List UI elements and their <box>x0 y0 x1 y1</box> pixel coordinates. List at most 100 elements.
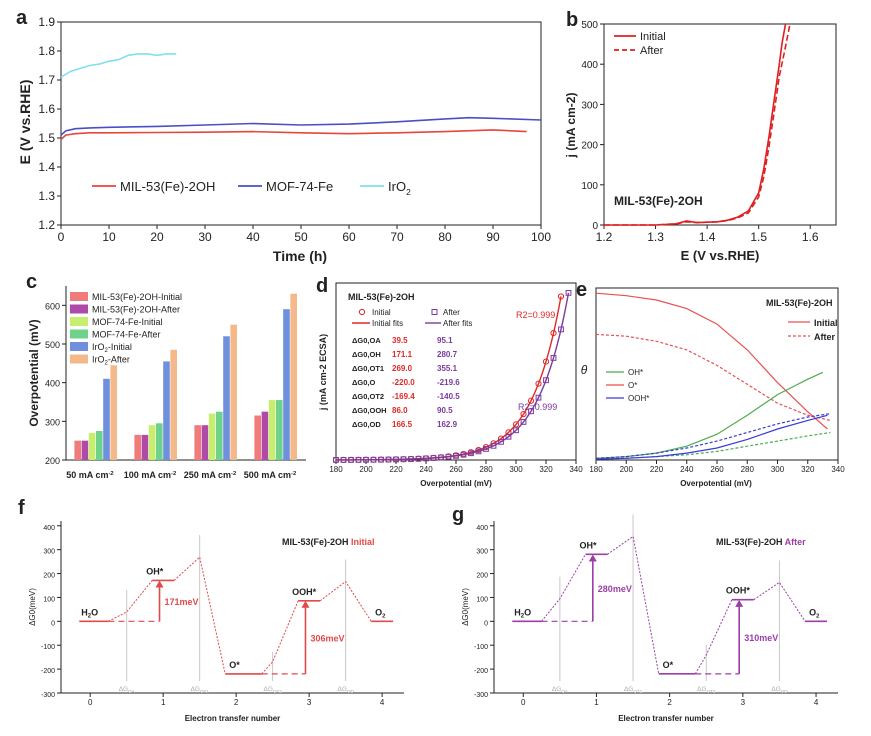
energy-path <box>173 556 226 675</box>
legend-swatch <box>70 329 88 339</box>
series-line-OOH* after <box>595 413 831 459</box>
data-point-After <box>468 450 474 457</box>
arrow-label: 171meV <box>165 597 199 607</box>
y-tick-label: 200 <box>45 456 60 466</box>
y-tick-label: 1.7 <box>38 73 55 87</box>
panel-c: 200 300 400 500 600 50 mA cm-2 100 mA cm-2 250 … <box>26 271 306 480</box>
bar-MIL-53(Fe)-2OH-After <box>261 411 269 460</box>
legend-swatch <box>70 292 88 301</box>
y-tick-label: -300 <box>474 692 488 699</box>
plot-frame <box>603 23 837 226</box>
y-tick-label: 300 <box>45 417 60 427</box>
y-tick-label: -200 <box>41 668 55 675</box>
data-point-After <box>378 456 384 463</box>
energy-path <box>108 580 153 622</box>
y-tick-label: 0 <box>592 221 598 232</box>
y-tick-label: 400 <box>476 525 488 532</box>
arrow-head <box>155 580 164 588</box>
data-point-Initial <box>542 358 550 365</box>
x-tick-label: 20 <box>150 230 164 244</box>
bar-IrO2-After <box>230 324 237 460</box>
x-tick-label: 0 <box>58 230 65 244</box>
table-row-label: ΔG0,O <box>352 378 375 387</box>
panel-label-f: f <box>18 497 25 519</box>
y-axis-label: ΔG0(meV) <box>461 588 470 626</box>
level-label: H2O <box>514 607 531 619</box>
x-tick-label: 500 mA cm-2 <box>244 470 297 480</box>
x-tick-label: 250 mA cm-2 <box>184 470 237 480</box>
data-point-Initial <box>520 410 527 418</box>
bar-IrO2-Initial <box>103 378 110 460</box>
energy-path <box>694 599 733 675</box>
bar-MIL-53(Fe)-2OH-After <box>81 440 89 460</box>
ts-label: ΔGOA <box>552 686 568 694</box>
table-row-label: ΔG0,OOH <box>352 406 387 415</box>
legend-label: O* <box>628 381 637 390</box>
data-point-After <box>393 456 399 463</box>
data-point-Initial <box>512 421 520 428</box>
x-tick-label: 1.6 <box>802 230 819 244</box>
x-tick-label: 3 <box>741 698 746 707</box>
table-initial-value: 86.0 <box>392 406 408 415</box>
x-axis-label: Time (h) <box>273 248 327 264</box>
table-row-label: ΔG0,OA <box>352 336 381 345</box>
legend-label: IrO2-After <box>92 355 130 367</box>
x-tick-label: 50 <box>294 230 308 244</box>
bar-MOF-74-Fe-After <box>156 423 163 460</box>
x-tick-label: 70 <box>390 230 404 244</box>
data-point-After <box>505 433 512 440</box>
y-tick-label: 200 <box>581 141 598 152</box>
r2-label-after: R2=0.999 <box>518 402 557 412</box>
y-tick-label: 100 <box>43 596 55 603</box>
energy-path <box>541 554 586 622</box>
x-tick-label: 2 <box>667 698 672 707</box>
data-point-After <box>490 442 497 449</box>
y-tick-label: 400 <box>581 60 598 71</box>
legend-label: IrO2-Initial <box>92 342 132 354</box>
data-point-After <box>415 455 422 462</box>
series-line-O* after <box>595 333 831 421</box>
table-initial-value: 269.0 <box>392 364 413 373</box>
bar-MOF-74-Fe-Initial <box>148 425 156 460</box>
data-point-After <box>528 408 534 415</box>
arrow-label: 280meV <box>598 584 632 594</box>
panel-e: 180 200 220 240 260 280 300 320 340 e MIL-53(Fe)-2… <box>576 279 845 488</box>
x-tick-label: 30 <box>198 230 212 244</box>
panel-label-b: b <box>566 9 578 31</box>
data-point-After <box>520 419 527 425</box>
x-tick-label: 60 <box>342 230 356 244</box>
x-tick-label: 260 <box>710 465 724 474</box>
y-tick-label: 100 <box>581 181 598 192</box>
y-tick-label: -100 <box>41 644 55 651</box>
panel-title: MIL-53(Fe)-2OH Initial <box>282 537 375 547</box>
y-axis-label: Overpotential (mV) <box>27 319 41 426</box>
x-tick-label: 280 <box>479 465 493 474</box>
legend-swatch <box>431 309 438 315</box>
data-point-After <box>453 452 459 459</box>
table-initial-value: -220.0 <box>392 378 415 387</box>
legend-label: MIL-53(Fe)-2OH-After <box>92 305 180 315</box>
legend-label: MIL-53(Fe)-2OH-Initial <box>92 292 182 302</box>
y-tick-label: 1.9 <box>38 15 55 29</box>
panel-title: MIL-53(Fe)-2OH <box>766 298 833 308</box>
x-tick-label: 90 <box>486 230 500 244</box>
y-tick-label: -100 <box>474 644 488 651</box>
y-axis-label: j (mA cm-2) <box>564 93 578 159</box>
legend-swatch <box>70 354 88 364</box>
x-tick-label: 180 <box>589 465 603 474</box>
y-tick-label: 500 <box>45 340 60 350</box>
x-tick-label: 320 <box>539 465 553 474</box>
data-point-After <box>363 456 369 463</box>
data-point-After <box>565 289 572 296</box>
panel-a: 0 10 20 30 40 50 60 70 80 90 100 1.2 1.3 1.4 1.5 1.6 1.7… <box>16 7 551 264</box>
table-initial-value: 39.5 <box>392 336 408 345</box>
data-point-Initial <box>557 293 565 300</box>
energy-path <box>261 600 299 675</box>
data-point-After <box>370 456 377 463</box>
data-point-After <box>340 456 347 463</box>
y-tick-label: 1.3 <box>38 189 55 203</box>
table-after-value: 90.5 <box>437 406 453 415</box>
x-tick-label: 1 <box>161 698 166 707</box>
